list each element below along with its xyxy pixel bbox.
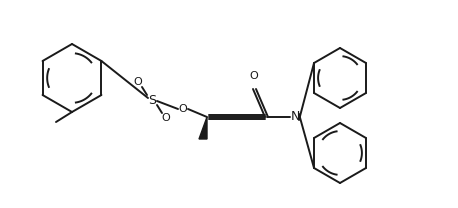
Text: O: O (134, 77, 142, 87)
Text: N: N (290, 110, 300, 124)
Text: S: S (148, 94, 156, 106)
Polygon shape (199, 117, 207, 139)
Text: O: O (162, 113, 170, 123)
Text: O: O (179, 104, 187, 114)
Text: O: O (250, 71, 258, 81)
